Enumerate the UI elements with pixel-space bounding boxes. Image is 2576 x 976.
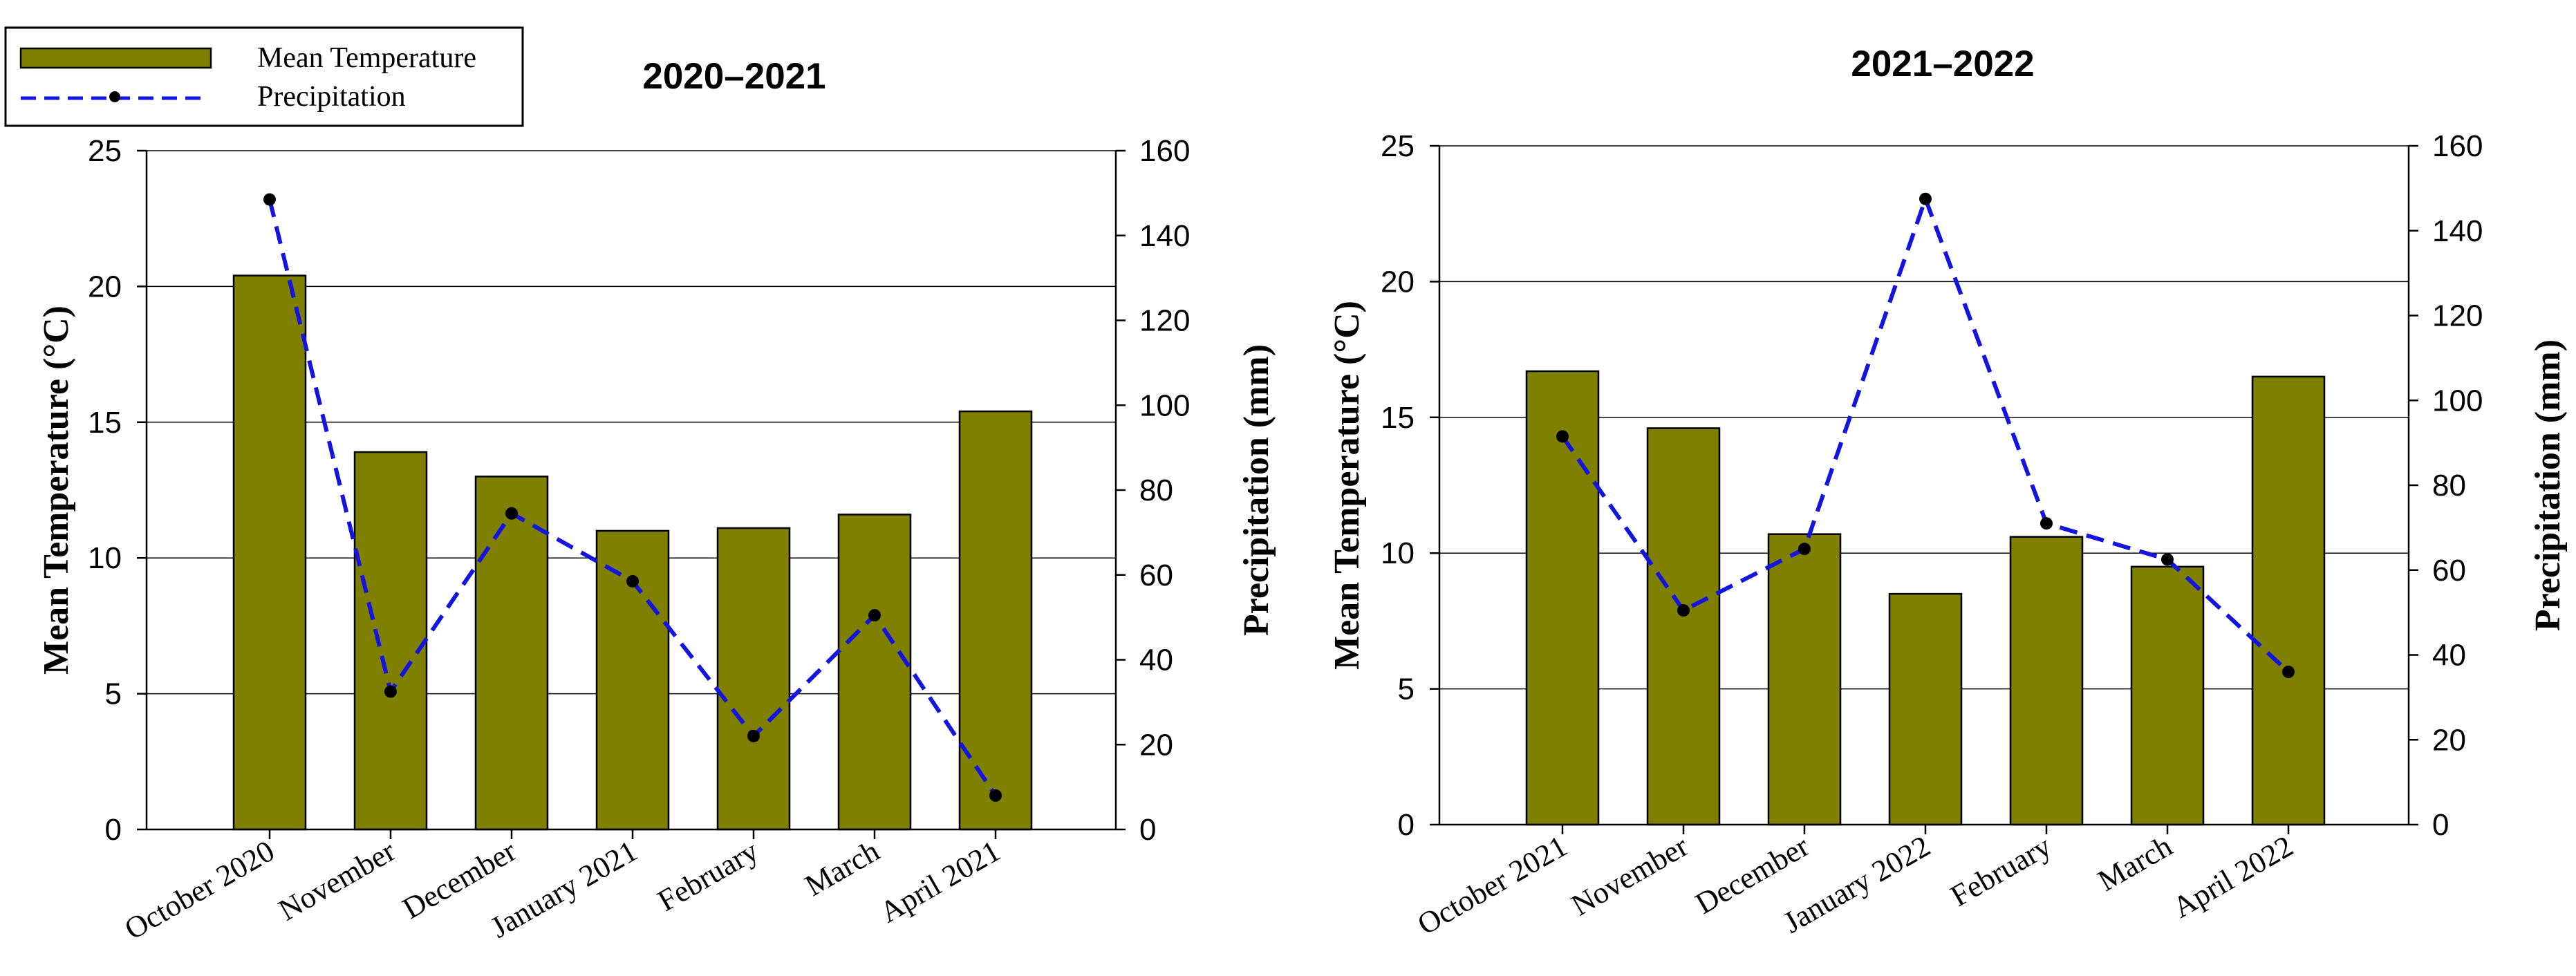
precipitation-point-february (2040, 517, 2053, 530)
left-tick-label: 15 (1381, 401, 1415, 435)
precipitation-point-february (747, 729, 760, 742)
precipitation-point-january-2022 (1919, 192, 1932, 205)
left-tick-label: 20 (1381, 265, 1415, 299)
category-label: March (799, 834, 885, 903)
bar-december (1767, 533, 1842, 826)
right-tick-label: 40 (2432, 639, 2466, 673)
legend-frame (4, 26, 524, 127)
legend-bar-swatch (19, 47, 212, 69)
right-tick-label: 160 (2432, 129, 2483, 163)
right-tick-label: 40 (1139, 644, 1173, 677)
chart-2020-2021: 2020–2021 0 5 10 15 20 25 0 20 40 60 80 100 120 140 160… (37, 56, 1276, 946)
right-tick-label: 140 (1139, 219, 1190, 253)
right-tick-label: 80 (2432, 469, 2466, 503)
bar-october-2020 (232, 274, 307, 831)
precipitation-point-january-2021 (626, 574, 639, 588)
precipitation-point-october-2020 (263, 193, 276, 206)
legend: Mean Temperature Precipitation (4, 26, 524, 127)
left-tick-label: 20 (88, 270, 122, 303)
bar-november (353, 451, 428, 831)
bar-october-2021 (1525, 370, 1600, 826)
right-tick-label: 100 (2432, 384, 2483, 417)
right-tick-label: 80 (1139, 473, 1173, 507)
bar-april-2021 (958, 410, 1033, 831)
category-label: November (273, 834, 402, 927)
precipitation-point-april-2022 (2282, 666, 2295, 679)
legend-line-label: Precipitation (257, 81, 406, 113)
right-tick-label: 20 (2432, 723, 2466, 757)
category-label: February (1945, 829, 2057, 913)
left-tick-label: 0 (105, 813, 122, 847)
left-tick-label: 0 (1398, 808, 1415, 842)
right-tick-label: 120 (1139, 304, 1190, 338)
left-axis-title: Mean Temperature (°C) (1327, 301, 1367, 670)
right-tick-label: 100 (1139, 388, 1190, 422)
legend-bar-label: Mean Temperature (257, 42, 476, 74)
precipitation-point-december (505, 507, 518, 520)
left-axis-title: Mean Temperature (°C) (37, 306, 76, 675)
right-axis-title: Precipitation (mm) (2528, 339, 2568, 631)
category-label: April 2021 (874, 834, 1006, 929)
bar-november (1646, 427, 1721, 826)
right-tick-label: 0 (1139, 813, 1156, 847)
right-tick-label: 0 (2432, 808, 2449, 842)
precipitation-point-march (868, 609, 881, 622)
precipitation-point-november (384, 685, 397, 698)
precipitation-point-march (2161, 553, 2174, 566)
right-tick-label: 60 (1139, 559, 1173, 592)
precipitation-point-april-2021 (989, 789, 1002, 802)
left-tick-label: 15 (88, 406, 122, 440)
bar-december (474, 476, 549, 831)
bar-march (837, 514, 912, 831)
category-label: February (652, 834, 764, 918)
category-label: November (1566, 829, 1695, 922)
category-label: April 2022 (2167, 829, 2299, 924)
right-tick-label: 140 (2432, 214, 2483, 248)
right-axis-title: Precipitation (mm) (1237, 344, 1276, 636)
category-label: October 2021 (1412, 829, 1573, 941)
bar-february (716, 527, 791, 831)
left-tick-label: 10 (1381, 536, 1415, 570)
precipitation-point-october-2021 (1556, 430, 1569, 443)
left-tick-label: 25 (88, 134, 122, 168)
category-label: March (2092, 829, 2178, 898)
right-tick-label: 160 (1139, 134, 1190, 168)
left-tick-label: 25 (1381, 129, 1415, 163)
bar-march (2130, 565, 2205, 826)
bar-april-2022 (2251, 375, 2326, 826)
category-label: October 2020 (119, 834, 280, 946)
chart-2021-2022: 2021–2022 0 5 10 15 20 25 0 20 40 60 80 100 120 140 160… (1327, 44, 2568, 941)
left-tick-label: 5 (1398, 673, 1415, 706)
chart-title: 2021–2022 (1851, 44, 2034, 84)
left-tick-label: 5 (105, 677, 122, 711)
bar-february (2009, 536, 2084, 826)
chart-title: 2020–2021 (642, 56, 825, 97)
precipitation-point-november (1677, 604, 1690, 617)
right-tick-label: 120 (2432, 299, 2483, 333)
precipitation-point-december (1798, 543, 1811, 556)
right-tick-label: 60 (2432, 554, 2466, 588)
left-tick-label: 10 (88, 541, 122, 575)
right-tick-label: 20 (1139, 728, 1173, 762)
legend-line-marker (109, 91, 120, 102)
bar-january-2022 (1888, 592, 1963, 826)
